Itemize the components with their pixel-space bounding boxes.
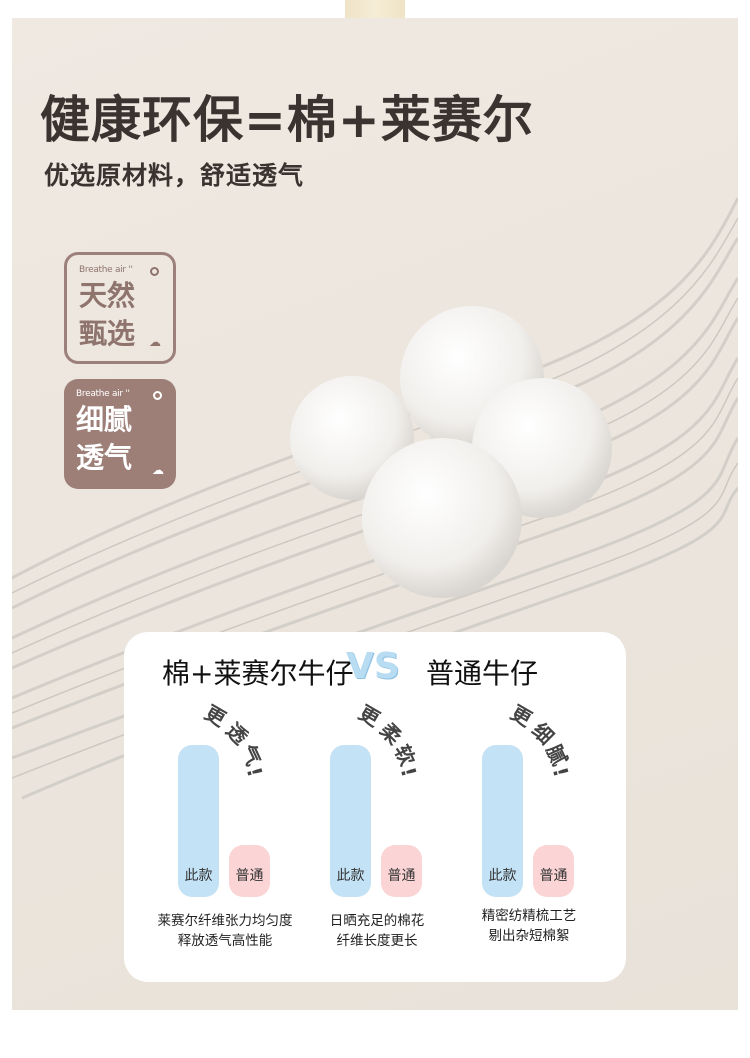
bar-label: 此款 (336, 868, 365, 884)
bar-label: 普通 (539, 868, 568, 884)
desc-line: 释放透气高性能 (177, 933, 273, 949)
vs-label: VS (346, 646, 400, 687)
cloud-icon: ☁ (152, 463, 164, 477)
bar-this-product: 此款 (482, 745, 523, 897)
bar-this-product: 此款 (178, 745, 219, 897)
group-description: 精密纺精梳工艺 剔出杂短棉絮 (444, 906, 614, 946)
badge-breathable: Breathe air '' 细腻 透气 ☁ (64, 379, 176, 489)
bar-label: 此款 (184, 868, 213, 884)
bar-this-product: 此款 (330, 745, 371, 897)
desc-line: 日晒充足的棉花 (329, 913, 425, 929)
cloud-icon: ☁ (149, 335, 161, 349)
bar-label: 普通 (235, 868, 264, 884)
badge-line2: 透气 (76, 441, 133, 474)
bar-normal: 普通 (533, 845, 574, 897)
desc-line: 精密纺精梳工艺 (481, 908, 577, 924)
bar-normal: 普通 (381, 845, 422, 897)
bar-label: 此款 (488, 868, 517, 884)
badge-line2: 甄选 (79, 317, 136, 350)
page-title: 健康环保=棉+莱赛尔 (40, 91, 534, 149)
fiber-swoosh-graphic (12, 197, 738, 800)
claim-char: 更 (354, 700, 384, 732)
desc-line: 剔出杂短棉絮 (488, 928, 570, 944)
claim-char: 更 (200, 700, 230, 732)
comparison-card: 棉+莱赛尔牛仔 VS 普通牛仔 更透气! 此款 普通 莱赛尔纤维张力均匀度 释放透气高性… (124, 632, 626, 982)
comparison-right-title: 普通牛仔 (426, 657, 539, 690)
desc-line: 纤维长度更长 (336, 933, 418, 949)
bar-label: 普通 (387, 868, 416, 884)
bar-normal: 普通 (229, 845, 270, 897)
desc-line: 莱赛尔纤维张力均匀度 (157, 913, 293, 929)
claim-char: 更 (506, 700, 536, 732)
group-description: 日晒充足的棉花 纤维长度更长 (292, 911, 462, 951)
comparison-left-title: 棉+莱赛尔牛仔 (162, 657, 354, 690)
circle-icon (153, 391, 162, 400)
page-subtitle: 优选原材料，舒适透气 (44, 161, 305, 190)
group-description: 莱赛尔纤维张力均匀度 释放透气高性能 (140, 911, 310, 951)
top-strip (345, 0, 405, 18)
badge-natural: Breathe air '' 天然 甄选 ☁ (64, 252, 176, 364)
circle-icon (150, 267, 159, 276)
badge-en-text: Breathe air '' (79, 265, 133, 275)
badge-en-text: Breathe air '' (76, 389, 130, 399)
badge-line1: 细腻 (76, 403, 133, 436)
badge-line1: 天然 (79, 279, 136, 312)
